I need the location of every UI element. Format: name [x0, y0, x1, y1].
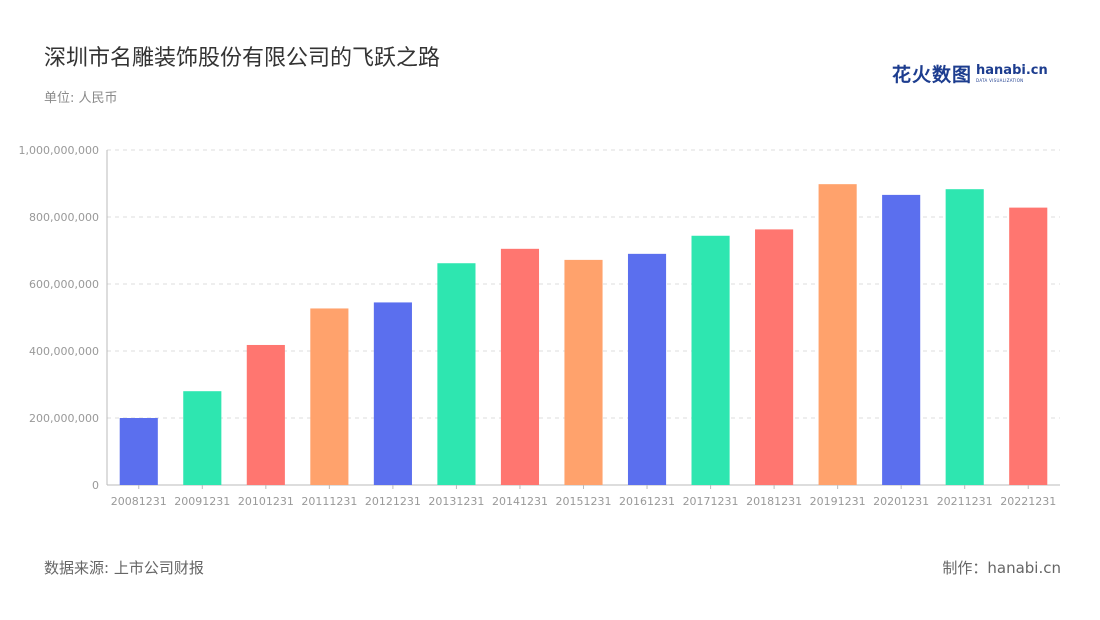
x-tick-label: 20111231 — [301, 495, 357, 508]
chart-title: 深圳市名雕装饰股份有限公司的飞跃之路 — [44, 46, 441, 71]
bar — [500, 248, 540, 485]
bar — [246, 344, 285, 485]
x-tick-label: 20211231 — [937, 495, 993, 508]
credit-label: 制作：hanabi.cn — [942, 559, 1061, 577]
data-source: 数据来源: 上市公司财报 — [44, 559, 204, 577]
x-tick-label: 20191231 — [810, 495, 866, 508]
logo-tagline: DATA VISUALIZATION — [976, 77, 1024, 83]
bar — [945, 189, 984, 485]
logo-text-en: hanabi.cn — [976, 62, 1048, 78]
y-tick-label: 1,000,000,000 — [19, 144, 99, 157]
x-tick-label: 20141231 — [492, 495, 548, 508]
logo-text-en-group: hanabi.cn DATA VISUALIZATION — [976, 64, 1048, 83]
bar — [818, 184, 857, 486]
bar — [183, 391, 222, 485]
bar — [119, 418, 158, 485]
x-tick-label: 20221231 — [1000, 495, 1056, 508]
x-tick-label: 20101231 — [238, 495, 294, 508]
x-tick-label: 20151231 — [556, 495, 612, 508]
bar — [755, 229, 794, 485]
y-tick-label: 800,000,000 — [29, 211, 99, 224]
bar — [1009, 207, 1048, 485]
bar — [691, 235, 730, 485]
unit-label: 单位: 人民币 — [44, 91, 118, 106]
x-tick-label: 20201231 — [873, 495, 929, 508]
logo-text-cn: 花火数图 — [892, 63, 973, 86]
y-tick-label: 0 — [92, 479, 99, 492]
x-tick-label: 20091231 — [174, 495, 230, 508]
y-tick-label: 600,000,000 — [29, 278, 99, 291]
bar — [437, 263, 476, 485]
bar — [882, 194, 921, 485]
x-tick-label: 20131231 — [428, 495, 484, 508]
x-tick-label: 20081231 — [111, 495, 167, 508]
y-tick-label: 200,000,000 — [29, 412, 99, 425]
y-tick-label: 400,000,000 — [29, 345, 99, 358]
x-tick-label: 20181231 — [746, 495, 802, 508]
hanabi-logo: 花火数图 hanabi.cn DATA VISUALIZATION — [892, 58, 1048, 88]
bar — [310, 308, 349, 485]
bar — [564, 259, 603, 485]
x-tick-label: 20161231 — [619, 495, 675, 508]
bar — [627, 253, 667, 485]
x-tick-label: 20171231 — [683, 495, 739, 508]
x-tick-label: 20121231 — [365, 495, 421, 508]
bar — [373, 302, 412, 485]
